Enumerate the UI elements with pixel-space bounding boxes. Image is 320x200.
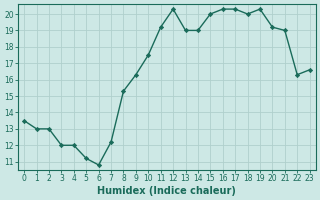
X-axis label: Humidex (Indice chaleur): Humidex (Indice chaleur) [98, 186, 236, 196]
